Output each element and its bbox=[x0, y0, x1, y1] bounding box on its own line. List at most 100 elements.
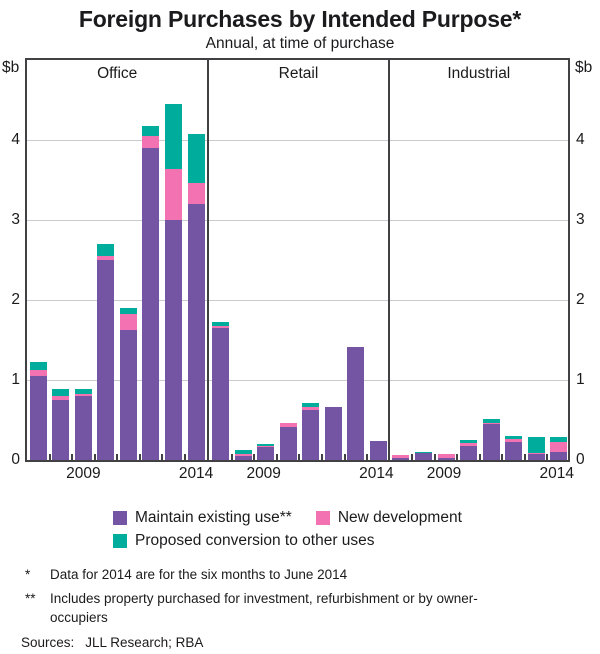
segment-new-development bbox=[165, 168, 183, 220]
segment-maintain-existing-use bbox=[302, 410, 320, 460]
bar-retail-2010 bbox=[279, 423, 297, 460]
segment-maintain-existing-use bbox=[369, 440, 387, 460]
segment-maintain-existing-use bbox=[74, 396, 92, 460]
x-axis-tick bbox=[501, 454, 504, 460]
panel-industrial: Industrial bbox=[387, 60, 568, 460]
segment-proposed-conversion bbox=[550, 436, 568, 442]
panel-office: Office bbox=[27, 60, 207, 460]
bar-retail-2014 bbox=[369, 440, 387, 460]
panel-label-industrial: Industrial bbox=[447, 65, 511, 82]
segment-maintain-existing-use bbox=[414, 452, 432, 460]
segment-new-development bbox=[257, 446, 275, 448]
plot-area: Office Retail Industrial bbox=[25, 58, 570, 462]
sources-label: Sources: bbox=[21, 635, 75, 650]
legend-label: Proposed conversion to other uses bbox=[135, 531, 375, 549]
y-tick-label-right-3: 3 bbox=[576, 211, 585, 228]
bar-industrial-2007 bbox=[392, 455, 410, 460]
segment-proposed-conversion bbox=[165, 104, 183, 169]
bar-industrial-2012 bbox=[505, 436, 523, 460]
segment-new-development bbox=[74, 394, 92, 396]
x-axis-tick bbox=[366, 454, 369, 460]
segment-new-development bbox=[460, 443, 478, 446]
bar-industrial-2009 bbox=[437, 454, 455, 460]
x-axis-tick bbox=[138, 454, 141, 460]
x-axis-tick bbox=[523, 454, 526, 460]
legend-row-0: Maintain existing use** New development bbox=[113, 506, 600, 529]
segment-maintain-existing-use bbox=[550, 452, 568, 460]
bar-office-2013 bbox=[165, 104, 183, 460]
segment-new-development bbox=[527, 452, 545, 454]
x-axis-tick bbox=[546, 454, 549, 460]
x-axis-tick bbox=[71, 454, 74, 460]
x-axis-tick bbox=[230, 454, 233, 460]
segment-proposed-conversion bbox=[302, 403, 320, 408]
segment-maintain-existing-use bbox=[165, 220, 183, 460]
panel-retail: Retail bbox=[207, 60, 387, 460]
segment-proposed-conversion bbox=[52, 388, 70, 396]
segment-proposed-conversion bbox=[460, 440, 478, 444]
segment-proposed-conversion bbox=[482, 419, 500, 424]
bar-retail-2007 bbox=[212, 321, 230, 460]
segment-new-development bbox=[212, 326, 230, 328]
legend-item-proposed-conversion: Proposed conversion to other uses bbox=[113, 532, 375, 550]
legend-swatch-new-development bbox=[315, 510, 330, 525]
x-axis-label-retail-2009: 2009 bbox=[246, 465, 281, 482]
segment-proposed-conversion bbox=[142, 125, 160, 136]
segment-proposed-conversion bbox=[97, 244, 115, 256]
y-tick-label-right-2: 2 bbox=[576, 291, 585, 308]
x-axis-tick bbox=[433, 454, 436, 460]
legend-label: Maintain existing use** bbox=[135, 508, 292, 526]
x-axis-label-office-2009: 2009 bbox=[66, 465, 101, 482]
bar-industrial-2014 bbox=[550, 436, 568, 460]
x-axis-tick bbox=[343, 454, 346, 460]
x-axis-tick bbox=[478, 454, 481, 460]
y-tick-label-right-0: 0 bbox=[576, 451, 585, 468]
y-tick-label-left-4: 4 bbox=[11, 131, 20, 148]
sources-line: Sources: JLL Research; RBA bbox=[0, 635, 600, 650]
segment-maintain-existing-use bbox=[29, 376, 47, 460]
x-axis-tick bbox=[116, 454, 119, 460]
x-axis-tick bbox=[93, 454, 96, 460]
segment-proposed-conversion bbox=[414, 452, 432, 453]
bar-office-2008 bbox=[52, 388, 70, 460]
bar-industrial-2010 bbox=[460, 440, 478, 460]
gridline-3 bbox=[27, 220, 568, 221]
segment-proposed-conversion bbox=[74, 388, 92, 395]
y-tick-label-right-1: 1 bbox=[576, 371, 585, 388]
segment-proposed-conversion bbox=[505, 436, 523, 440]
panel-label-office: Office bbox=[97, 65, 138, 82]
segment-proposed-conversion bbox=[234, 450, 252, 454]
segment-new-development bbox=[302, 407, 320, 411]
y-tick-label-left-0: 0 bbox=[11, 451, 20, 468]
y-tick-label-right-4: 4 bbox=[576, 131, 585, 148]
chart-title: Foreign Purchases by Intended Purpose* bbox=[78, 6, 522, 32]
segment-maintain-existing-use bbox=[257, 447, 275, 460]
y-tick-label-left-1: 1 bbox=[11, 371, 20, 388]
x-axis-tick bbox=[275, 454, 278, 460]
x-axis-tick bbox=[253, 454, 256, 460]
segment-new-development bbox=[29, 370, 47, 376]
segment-maintain-existing-use bbox=[460, 445, 478, 460]
x-axis-label-industrial-2009: 2009 bbox=[426, 465, 462, 482]
legend-row-1: Proposed conversion to other uses bbox=[113, 529, 600, 552]
x-axis-labels: 2009 2014 2009 2014 2009 2014 bbox=[25, 462, 574, 488]
footnote-0: * Data for 2014 are for the six months to… bbox=[0, 565, 600, 584]
segment-proposed-conversion bbox=[187, 133, 205, 184]
footnote-text: Data for 2014 are for the six months to … bbox=[50, 567, 348, 582]
gridline-4 bbox=[27, 140, 568, 141]
panel-label-retail: Retail bbox=[278, 65, 319, 82]
chart-subtitle: Annual, at time of purchase bbox=[205, 35, 395, 52]
segment-maintain-existing-use bbox=[97, 260, 115, 460]
x-axis-tick bbox=[298, 454, 301, 460]
segment-maintain-existing-use bbox=[324, 407, 342, 460]
bar-retail-2011 bbox=[302, 403, 320, 460]
segment-maintain-existing-use bbox=[52, 400, 70, 460]
x-axis-tick bbox=[161, 454, 164, 460]
bar-office-2012 bbox=[142, 125, 160, 460]
bar-office-2011 bbox=[119, 308, 137, 460]
segment-maintain-existing-use bbox=[234, 456, 252, 460]
segment-new-development bbox=[187, 183, 205, 204]
bar-office-2007 bbox=[29, 361, 47, 460]
segment-proposed-conversion bbox=[257, 444, 275, 447]
